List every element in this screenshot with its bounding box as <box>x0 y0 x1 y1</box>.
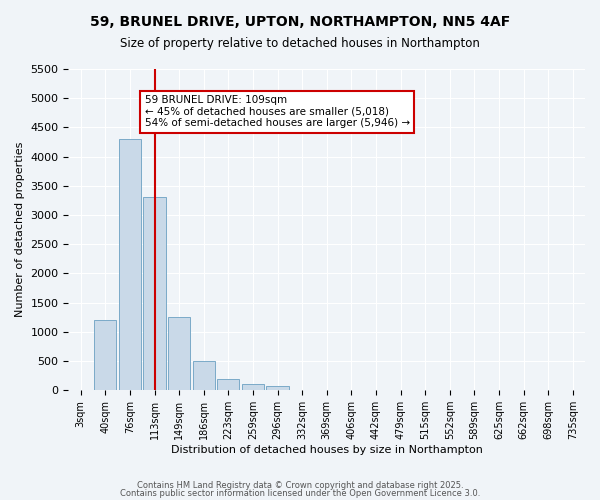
Bar <box>266 386 289 390</box>
X-axis label: Distribution of detached houses by size in Northampton: Distribution of detached houses by size … <box>171 445 482 455</box>
Text: Contains HM Land Registry data © Crown copyright and database right 2025.: Contains HM Land Registry data © Crown c… <box>137 481 463 490</box>
Text: 59 BRUNEL DRIVE: 109sqm
← 45% of detached houses are smaller (5,018)
54% of semi: 59 BRUNEL DRIVE: 109sqm ← 45% of detache… <box>145 96 410 128</box>
Bar <box>143 198 166 390</box>
Bar <box>217 378 239 390</box>
Bar <box>119 139 141 390</box>
Text: Contains public sector information licensed under the Open Government Licence 3.: Contains public sector information licen… <box>120 488 480 498</box>
Bar <box>94 320 116 390</box>
Text: Size of property relative to detached houses in Northampton: Size of property relative to detached ho… <box>120 38 480 51</box>
Text: 59, BRUNEL DRIVE, UPTON, NORTHAMPTON, NN5 4AF: 59, BRUNEL DRIVE, UPTON, NORTHAMPTON, NN… <box>90 15 510 29</box>
Bar <box>168 317 190 390</box>
Bar <box>242 384 264 390</box>
Y-axis label: Number of detached properties: Number of detached properties <box>15 142 25 318</box>
Bar <box>193 361 215 390</box>
